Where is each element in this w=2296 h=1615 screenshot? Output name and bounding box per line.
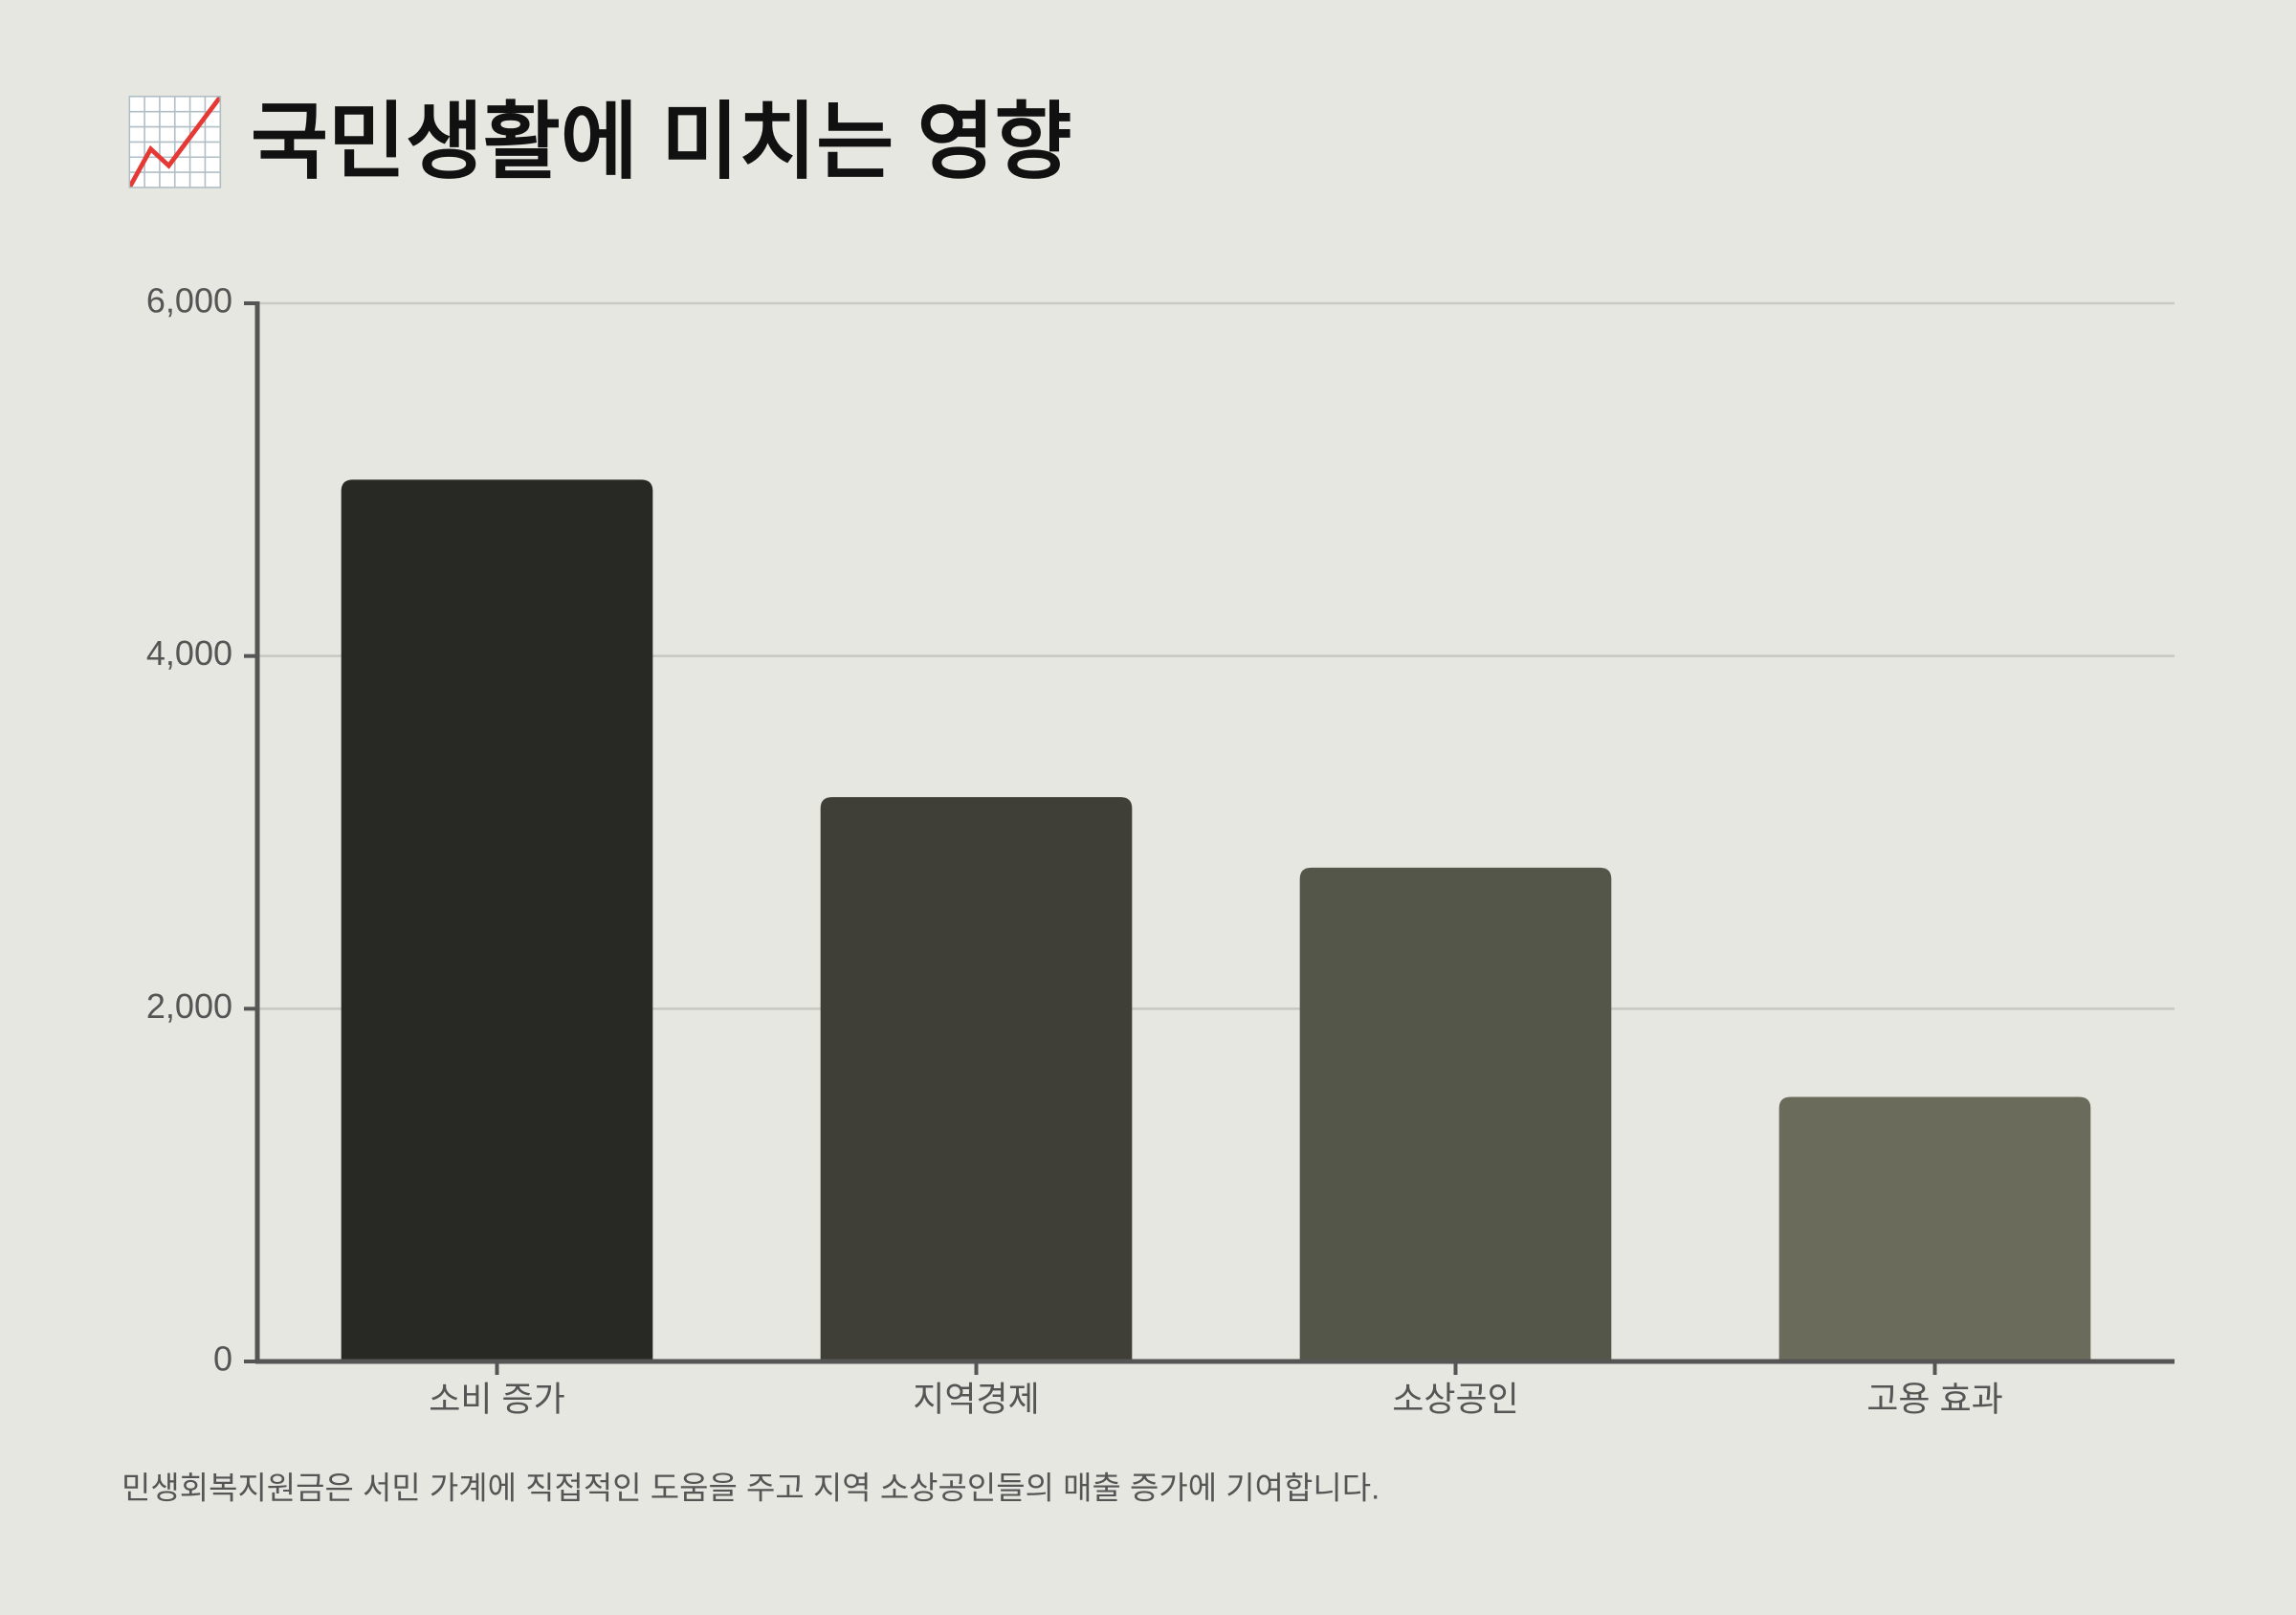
x-tick-label: 고용 효과 bbox=[1866, 1380, 2002, 1419]
y-tick-label: 6,000 bbox=[146, 281, 232, 321]
bar bbox=[1778, 1096, 2091, 1361]
x-tick-label: 소상공인 bbox=[1392, 1380, 1518, 1419]
x-tick-label: 지역경제 bbox=[913, 1380, 1039, 1419]
chart-note: 민생회복지원금은 서민 가계에 직접적인 도움을 주고 지역 소상공인들의 매출… bbox=[121, 1471, 1380, 1506]
y-tick-label: 0 bbox=[213, 1339, 232, 1379]
chart-title: 📈 국민생활에 미치는 영향 bbox=[122, 94, 1072, 189]
y-tick-label: 4,000 bbox=[146, 633, 232, 673]
bar bbox=[341, 479, 653, 1361]
bar bbox=[1299, 867, 1612, 1361]
y-tick-label: 2,000 bbox=[146, 986, 232, 1026]
x-tick-label: 소비 증가 bbox=[429, 1380, 564, 1419]
bar bbox=[820, 797, 1133, 1361]
